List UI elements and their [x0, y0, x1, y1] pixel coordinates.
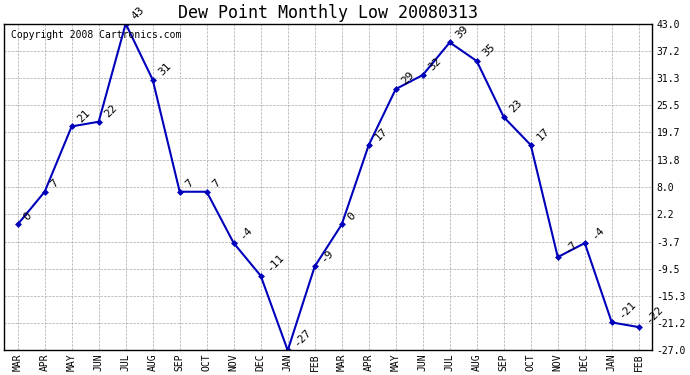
Text: 21: 21	[76, 108, 92, 124]
Text: -22: -22	[643, 303, 664, 325]
Text: 23: 23	[508, 98, 524, 115]
Text: -11: -11	[265, 252, 286, 274]
Text: 32: 32	[427, 56, 444, 73]
Text: 7: 7	[184, 178, 196, 190]
Text: 0: 0	[22, 210, 34, 222]
Text: 29: 29	[400, 70, 417, 87]
Text: 7: 7	[211, 178, 223, 190]
Text: 7: 7	[49, 178, 61, 190]
Text: Copyright 2008 Cartronics.com: Copyright 2008 Cartronics.com	[10, 30, 181, 40]
Text: 17: 17	[535, 126, 551, 143]
Text: -27: -27	[292, 327, 313, 348]
Title: Dew Point Monthly Low 20080313: Dew Point Monthly Low 20080313	[178, 4, 478, 22]
Text: 43: 43	[130, 5, 146, 21]
Text: 22: 22	[103, 103, 119, 120]
Text: -9: -9	[319, 248, 335, 264]
Text: 31: 31	[157, 61, 173, 78]
Text: 39: 39	[454, 24, 471, 40]
Text: 0: 0	[346, 210, 357, 222]
Text: 17: 17	[373, 126, 390, 143]
Text: -4: -4	[238, 224, 255, 241]
Text: 35: 35	[481, 42, 497, 59]
Text: -4: -4	[589, 224, 606, 241]
Text: -7: -7	[562, 238, 578, 255]
Text: -21: -21	[616, 299, 638, 320]
